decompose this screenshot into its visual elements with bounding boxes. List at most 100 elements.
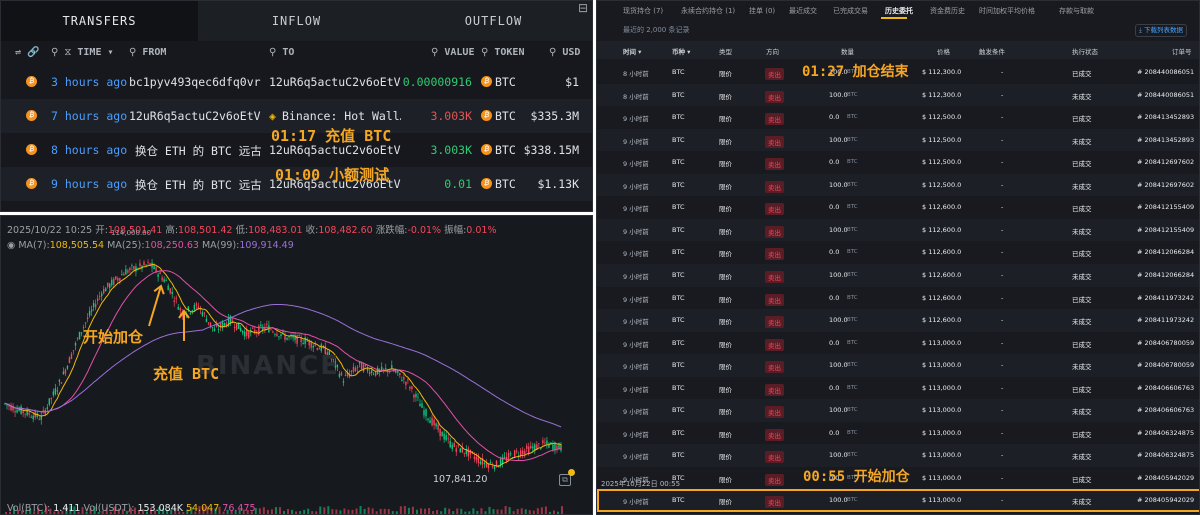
order-type: 限价 <box>719 340 732 349</box>
kline-chart-canvas[interactable] <box>1 216 593 515</box>
order-row[interactable]: 9 小时前 BTC 限价 卖出 100.0 BTC $ 112,600.0- 未成交 # 208… <box>597 309 1199 332</box>
row-from[interactable]: bc1pyv493qec6dfq0vrs… <box>129 75 261 89</box>
candle-body <box>419 403 421 407</box>
tab-completed-trades[interactable]: 已完成交易 <box>833 7 868 15</box>
ma-visibility-icon[interactable]: ◉ <box>7 240 16 251</box>
value-column-header[interactable]: ⚲ VALUE <box>431 47 475 58</box>
table-row[interactable]: ₿ 8 hours ago 换仓 ETH 的 BTC 远古巨鲸 12uR6q5a… <box>1 133 592 167</box>
candle-body <box>310 341 312 348</box>
table-row[interactable]: ₿ 3 hours ago bc1pyv493qec6dfq0vrs… 12uR… <box>1 65 592 99</box>
candle-body <box>449 441 451 448</box>
volume-bar <box>238 509 241 514</box>
candle-body <box>352 366 355 372</box>
download-list-button[interactable]: ⤓ 下载列表数据 <box>1135 24 1187 37</box>
tab-outflow[interactable]: OUTFLOW <box>464 14 523 28</box>
table-row[interactable]: ₿ 9 hours ago 换仓 ETH 的 BTC 远古巨鲸 12uR6q5a… <box>1 167 592 201</box>
order-type: 限价 <box>719 92 732 101</box>
order-price: $ 112,600.0 <box>922 270 962 279</box>
order-row[interactable]: 9 小时前 BTC 限价 卖出 0.0 BTC $ 113,000.0 - 已成交 # 20840… <box>597 332 1199 355</box>
order-row[interactable]: 9 小时前 BTC 限价 卖出 0.0 BTC $ 112,600.0 - 已成交 # 20841… <box>597 241 1199 264</box>
order-row[interactable]: 9 小时前 BTC 限价 卖出 0.0 BTC $ 113,000.0 - 已成交 # 20840… <box>597 467 1199 490</box>
candle-body <box>509 453 512 455</box>
token-column-header[interactable]: ⚲ TOKEN <box>481 47 525 58</box>
tab-transfers[interactable]: TRANSFERS <box>1 1 198 41</box>
table-row[interactable]: ₿ 7 hours ago 12uR6q5actuC2v6oEtVb… ◈ Bi… <box>1 99 592 133</box>
order-row[interactable]: 9 小时前 BTC 限价 卖出 100.0 BTC $ 113,000.0- 未成交 # 208… <box>597 354 1199 377</box>
row-to[interactable]: 12uR6q5actuC2v6oEtVb… <box>269 75 401 89</box>
tab-deposits-withdrawals[interactable]: 存款与取款 <box>1059 7 1094 15</box>
order-row[interactable]: 8 小时前 BTC 限价 卖出 100.0 BTC $ 112,300.0- 已成交 # 208… <box>597 61 1199 84</box>
order-qty: 100.0 <box>829 90 848 99</box>
time-column-header[interactable]: ⚲ ⧖ TIME ▾ <box>51 47 114 58</box>
tab-open-orders[interactable]: 挂单 (0) <box>749 7 776 15</box>
tab-recent-trades[interactable]: 最近成交 <box>789 7 817 15</box>
col-qty: 数量 <box>841 48 854 56</box>
candle-body <box>217 328 220 330</box>
order-cond: - <box>1001 270 1004 279</box>
ma7-label: MA(7): <box>18 240 50 251</box>
candle-body <box>360 362 363 370</box>
row-time[interactable]: 8 hours ago <box>51 143 128 157</box>
volume-bar <box>97 511 100 514</box>
order-row[interactable]: 9 小时前 BTC 限价 卖出 100.0 BTC $ 112,500.0- 未成交 # 208… <box>597 173 1199 197</box>
order-type: 限价 <box>719 205 732 214</box>
candle-body <box>540 447 542 449</box>
row-time[interactable]: 3 hours ago <box>51 75 128 89</box>
tab-inflow[interactable]: INFLOW <box>271 14 322 28</box>
row-to[interactable]: 12uR6q5actuC2v6oEtVb… <box>269 177 401 191</box>
col-order-id: 订单号 <box>1172 48 1192 56</box>
candle-body <box>354 367 357 372</box>
order-row[interactable]: 9 小时前 BTC 限价 卖出 0.0 BTC $ 113,000.0 - 已成交 # 20840… <box>597 422 1199 445</box>
volume-bar <box>424 508 427 514</box>
order-time: 9 小时前 <box>623 385 649 394</box>
row-token: BTC <box>495 109 516 123</box>
col-coin[interactable]: 币种 ▾ <box>672 48 691 56</box>
col-condition: 触发条件 <box>979 48 1005 56</box>
usd-column-header[interactable]: ⚲ USD <box>549 47 581 58</box>
order-row[interactable]: 9 小时前 BTC 限价 卖出 100.0 BTC $ 112,600.0- 未成交 # 208… <box>597 218 1199 242</box>
from-column-header[interactable]: ⚲ FROM <box>129 47 167 58</box>
order-cond: - <box>1001 473 1004 482</box>
tab-funding-history[interactable]: 资金费历史 <box>930 7 965 15</box>
row-time[interactable]: 7 hours ago <box>51 109 128 123</box>
volume-bar <box>37 507 40 514</box>
row-from[interactable]: 换仓 ETH 的 BTC 远古巨鲸 <box>135 144 261 158</box>
order-row[interactable]: 9 小时前 BTC 限价 卖出 100.0 BTC $ 112,600.0- 未成交 # 208… <box>597 263 1199 287</box>
order-row[interactable]: 9 小时前 BTC 限价 卖出 0.0 BTC $ 112,600.0 - 已成交 # 20841… <box>597 287 1199 310</box>
corner-menu-icon[interactable]: ⊟ <box>577 1 588 15</box>
order-time: 9 小时前 <box>623 475 649 484</box>
order-row[interactable]: 9 小时前 BTC 限价 卖出 0.0 BTC $ 112,500.0 - 已成交 # 20841… <box>597 151 1199 174</box>
order-id: # 208440086051 <box>1137 68 1195 76</box>
order-side: 卖出 <box>765 68 784 80</box>
order-row[interactable]: 9 小时前 BTC 限价 卖出 100.0 BTC $ 113,000.0- 未成交 # 208… <box>597 489 1199 513</box>
tab-twap[interactable]: 时间加权平均价格 <box>979 7 1035 15</box>
row-to[interactable]: Binance: Hot Wall… <box>282 109 401 123</box>
row-to[interactable]: 12uR6q5actuC2v6oEtVb… <box>269 143 401 157</box>
row-from[interactable]: 换仓 ETH 的 BTC 远古巨鲸 <box>135 178 261 192</box>
row-value: 3.003K <box>430 143 472 157</box>
order-row[interactable]: 8 小时前 BTC 限价 卖出 100.0 BTC $ 112,300.0- 未成交 # 208… <box>597 83 1199 107</box>
candle-body <box>280 334 282 336</box>
candle-body <box>314 344 316 346</box>
download-icon: ⤓ <box>1139 26 1142 34</box>
filter-icon[interactable]: ⇌ 🔗 <box>15 47 40 58</box>
from-header-label: FROM <box>142 47 167 58</box>
order-row[interactable]: 9 小时前 BTC 限价 卖出 0.0 BTC $ 112,500.0 - 已成交 # 20841… <box>597 106 1199 129</box>
order-row[interactable]: 9 小时前 BTC 限价 卖出 100.0 BTC $ 113,000.0- 未成交 # 208… <box>597 444 1199 467</box>
order-id: # 208406780059 <box>1137 338 1195 347</box>
order-row[interactable]: 9 小时前 BTC 限价 卖出 100.0 BTC $ 113,000.0- 未成交 # 208… <box>597 399 1199 422</box>
col-time[interactable]: 时间 ▾ <box>623 48 642 56</box>
order-status: 未成交 <box>1072 92 1092 101</box>
tab-perp-positions[interactable]: 永续合约持仓 (1) <box>681 7 736 15</box>
order-row[interactable]: 9 小时前 BTC 限价 卖出 0.0 BTC $ 113,000.0 - 已成交 # 20840… <box>597 377 1199 400</box>
order-status: 未成交 <box>1072 272 1092 281</box>
row-time[interactable]: 9 hours ago <box>51 177 128 191</box>
tab-spot-positions[interactable]: 现货持仓 (7) <box>623 7 664 15</box>
to-column-header[interactable]: ⚲ TO <box>269 47 295 58</box>
tab-order-history[interactable]: 历史委托 <box>885 7 913 15</box>
order-row[interactable]: 9 小时前 BTC 限价 卖出 100.0 BTC $ 112,500.0- 未成交 # 208… <box>597 128 1199 152</box>
order-row[interactable]: 9 小时前 BTC 限价 卖出 0.0 BTC $ 112,600.0 - 已成交 # 20841… <box>597 196 1199 219</box>
chart-settings-icon[interactable]: ⧉ <box>559 474 571 486</box>
row-from[interactable]: 12uR6q5actuC2v6oEtVb… <box>129 109 261 123</box>
volume-bar <box>57 511 60 514</box>
